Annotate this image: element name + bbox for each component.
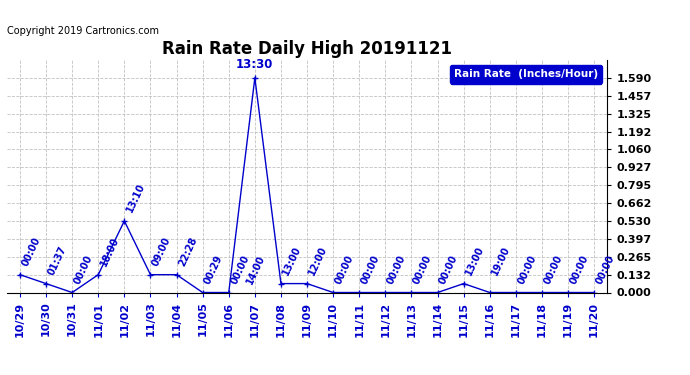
Text: 00:00: 00:00 [333, 254, 355, 286]
Text: 22:28: 22:28 [177, 236, 199, 268]
Text: 00:00: 00:00 [437, 254, 460, 286]
Text: 00:00: 00:00 [359, 254, 382, 286]
Text: 00:00: 00:00 [568, 254, 590, 286]
Text: 14:00: 14:00 [244, 254, 266, 286]
Text: 13:00: 13:00 [464, 244, 486, 277]
Title: Rain Rate Daily High 20191121: Rain Rate Daily High 20191121 [162, 40, 452, 58]
Text: 00:00: 00:00 [516, 254, 538, 286]
Text: Copyright 2019 Cartronics.com: Copyright 2019 Cartronics.com [7, 26, 159, 36]
Text: 00:00: 00:00 [229, 254, 251, 286]
Text: 00:00: 00:00 [411, 254, 433, 286]
Text: 19:00: 19:00 [490, 244, 512, 277]
Text: 12:00: 12:00 [307, 244, 329, 277]
Text: 09:00: 09:00 [150, 236, 172, 268]
Text: 00:00: 00:00 [594, 254, 616, 286]
Text: 13:00: 13:00 [281, 244, 303, 277]
Text: 13:30: 13:30 [236, 58, 273, 71]
Text: 00:00: 00:00 [20, 236, 42, 268]
Text: 13:10: 13:10 [124, 182, 146, 214]
Legend: Rain Rate  (Inches/Hour): Rain Rate (Inches/Hour) [449, 65, 602, 84]
Text: 01:37: 01:37 [46, 244, 68, 277]
Text: 00:29: 00:29 [203, 254, 225, 286]
Text: 00:00: 00:00 [72, 254, 95, 286]
Text: 00:00: 00:00 [542, 254, 564, 286]
Text: 18:00: 18:00 [98, 236, 121, 268]
Text: 00:00: 00:00 [385, 254, 408, 286]
